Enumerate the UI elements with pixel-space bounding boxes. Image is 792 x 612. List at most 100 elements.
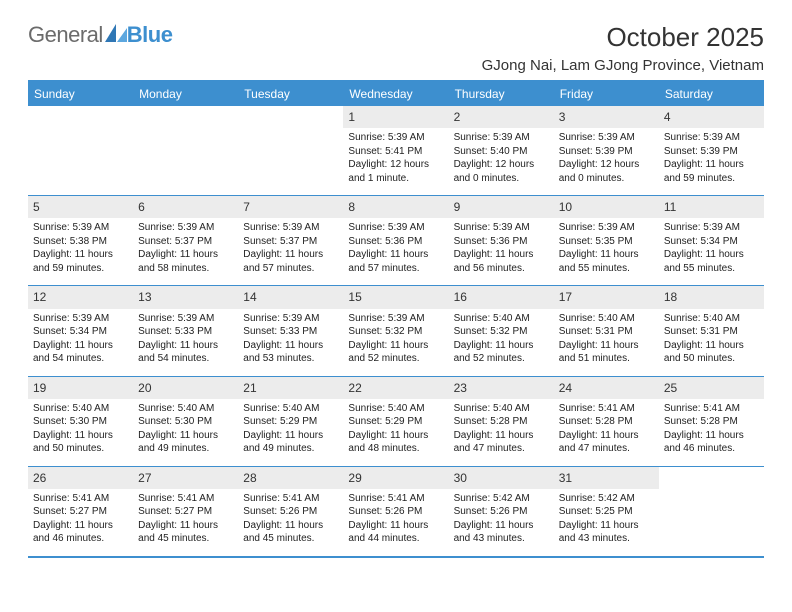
daylight-text: Daylight: 11 hours and 51 minutes.: [559, 339, 654, 366]
sunrise-text: Sunrise: 5:39 AM: [559, 131, 654, 145]
sunset-text: Sunset: 5:28 PM: [664, 415, 759, 429]
sunset-text: Sunset: 5:26 PM: [243, 505, 338, 519]
sunrise-text: Sunrise: 5:39 AM: [348, 221, 443, 235]
sunset-text: Sunset: 5:27 PM: [33, 505, 128, 519]
sunrise-text: Sunrise: 5:39 AM: [33, 312, 128, 326]
daylight-text: Daylight: 11 hours and 49 minutes.: [138, 429, 233, 456]
day-content: Sunrise: 5:40 AMSunset: 5:31 PMDaylight:…: [659, 309, 764, 376]
sunset-text: Sunset: 5:41 PM: [348, 145, 443, 159]
day-content: Sunrise: 5:41 AMSunset: 5:26 PMDaylight:…: [343, 489, 448, 556]
sunrise-text: Sunrise: 5:41 AM: [664, 402, 759, 416]
sunrise-text: Sunrise: 5:40 AM: [138, 402, 233, 416]
sunset-text: Sunset: 5:31 PM: [664, 325, 759, 339]
day-cell: 25Sunrise: 5:41 AMSunset: 5:28 PMDayligh…: [659, 377, 764, 466]
day-cell: 4Sunrise: 5:39 AMSunset: 5:39 PMDaylight…: [659, 106, 764, 195]
day-cell: [28, 106, 133, 195]
day-content: Sunrise: 5:39 AMSunset: 5:34 PMDaylight:…: [28, 309, 133, 376]
day-cell: 6Sunrise: 5:39 AMSunset: 5:37 PMDaylight…: [133, 196, 238, 285]
logo-sail-icon: [105, 22, 127, 48]
sunrise-text: Sunrise: 5:41 AM: [138, 492, 233, 506]
day-content: Sunrise: 5:41 AMSunset: 5:26 PMDaylight:…: [238, 489, 343, 556]
sunrise-text: Sunrise: 5:39 AM: [243, 221, 338, 235]
daylight-text: Daylight: 11 hours and 57 minutes.: [348, 248, 443, 275]
daylight-text: Daylight: 11 hours and 59 minutes.: [664, 158, 759, 185]
sunrise-text: Sunrise: 5:39 AM: [664, 131, 759, 145]
sunset-text: Sunset: 5:28 PM: [559, 415, 654, 429]
daylight-text: Daylight: 11 hours and 58 minutes.: [138, 248, 233, 275]
sunrise-text: Sunrise: 5:39 AM: [138, 312, 233, 326]
day-content: Sunrise: 5:39 AMSunset: 5:37 PMDaylight:…: [133, 218, 238, 285]
sunrise-text: Sunrise: 5:41 AM: [243, 492, 338, 506]
sunset-text: Sunset: 5:40 PM: [454, 145, 549, 159]
daylight-text: Daylight: 11 hours and 57 minutes.: [243, 248, 338, 275]
day-number: 14: [238, 286, 343, 308]
day-number: 6: [133, 196, 238, 218]
day-content: Sunrise: 5:40 AMSunset: 5:29 PMDaylight:…: [343, 399, 448, 466]
day-content: Sunrise: 5:40 AMSunset: 5:30 PMDaylight:…: [133, 399, 238, 466]
day-content: Sunrise: 5:40 AMSunset: 5:30 PMDaylight:…: [28, 399, 133, 466]
day-cell: 18Sunrise: 5:40 AMSunset: 5:31 PMDayligh…: [659, 286, 764, 375]
day-cell: [659, 467, 764, 556]
day-cell: 16Sunrise: 5:40 AMSunset: 5:32 PMDayligh…: [449, 286, 554, 375]
day-number: 22: [343, 377, 448, 399]
daylight-text: Daylight: 12 hours and 0 minutes.: [559, 158, 654, 185]
day-number: 31: [554, 467, 659, 489]
day-content: Sunrise: 5:40 AMSunset: 5:31 PMDaylight:…: [554, 309, 659, 376]
sunset-text: Sunset: 5:32 PM: [454, 325, 549, 339]
day-cell: 28Sunrise: 5:41 AMSunset: 5:26 PMDayligh…: [238, 467, 343, 556]
day-number: 10: [554, 196, 659, 218]
daylight-text: Daylight: 11 hours and 48 minutes.: [348, 429, 443, 456]
sunrise-text: Sunrise: 5:39 AM: [664, 221, 759, 235]
title-block: October 2025 GJong Nai, Lam GJong Provin…: [482, 22, 764, 74]
day-number: 2: [449, 106, 554, 128]
week-row: 26 Sunrise: 5:41 AM Sunset: 5:27 PM Dayligh…: [28, 466, 764, 556]
daylight-text: Daylight: 11 hours and 49 minutes.: [243, 429, 338, 456]
week-row: 1 Sunrise: 5:39 AM Sunset: 5:41 PM Daylight…: [28, 106, 764, 195]
sunset-text: Sunset: 5:34 PM: [664, 235, 759, 249]
sunset-text: Sunset: 5:37 PM: [138, 235, 233, 249]
month-title: October 2025: [482, 22, 764, 53]
brand-logo: General Blue: [28, 22, 172, 48]
daylight-text: Daylight: 11 hours and 52 minutes.: [348, 339, 443, 366]
sunrise-text: Sunrise: 5:40 AM: [454, 402, 549, 416]
day-cell: 29Sunrise: 5:41 AMSunset: 5:26 PMDayligh…: [343, 467, 448, 556]
day-number: 1: [343, 106, 448, 128]
day-content: Sunrise: 5:42 AMSunset: 5:26 PMDaylight:…: [449, 489, 554, 556]
sunset-text: Sunset: 5:25 PM: [559, 505, 654, 519]
day-content: Sunrise: 5:39 AMSunset: 5:36 PMDaylight:…: [449, 218, 554, 285]
sunset-text: Sunset: 5:30 PM: [138, 415, 233, 429]
sunrise-text: Sunrise: 5:42 AM: [559, 492, 654, 506]
day-content: Sunrise: 5:42 AMSunset: 5:25 PMDaylight:…: [554, 489, 659, 556]
sunrise-text: Sunrise: 5:40 AM: [243, 402, 338, 416]
sunset-text: Sunset: 5:29 PM: [243, 415, 338, 429]
daylight-text: Daylight: 11 hours and 53 minutes.: [243, 339, 338, 366]
dayheader-thu: Thursday: [449, 82, 554, 106]
day-content: Sunrise: 5:41 AMSunset: 5:28 PMDaylight:…: [659, 399, 764, 466]
sunrise-text: Sunrise: 5:40 AM: [454, 312, 549, 326]
day-cell: 20Sunrise: 5:40 AMSunset: 5:30 PMDayligh…: [133, 377, 238, 466]
day-cell: 22Sunrise: 5:40 AMSunset: 5:29 PMDayligh…: [343, 377, 448, 466]
daylight-text: Daylight: 11 hours and 47 minutes.: [454, 429, 549, 456]
daylight-text: Daylight: 11 hours and 54 minutes.: [138, 339, 233, 366]
sunrise-text: Sunrise: 5:39 AM: [559, 221, 654, 235]
day-number: 11: [659, 196, 764, 218]
day-content: Sunrise: 5:39 AMSunset: 5:39 PMDaylight:…: [554, 128, 659, 195]
sunset-text: Sunset: 5:35 PM: [559, 235, 654, 249]
sunrise-text: Sunrise: 5:40 AM: [33, 402, 128, 416]
daylight-text: Daylight: 11 hours and 44 minutes.: [348, 519, 443, 546]
sunset-text: Sunset: 5:29 PM: [348, 415, 443, 429]
day-cell: 10Sunrise: 5:39 AMSunset: 5:35 PMDayligh…: [554, 196, 659, 285]
day-cell: 26Sunrise: 5:41 AMSunset: 5:27 PMDayligh…: [28, 467, 133, 556]
day-number: 26: [28, 467, 133, 489]
sunrise-text: Sunrise: 5:40 AM: [559, 312, 654, 326]
week-row: 5Sunrise: 5:39 AMSunset: 5:38 PMDaylight…: [28, 195, 764, 285]
day-number: [659, 467, 764, 473]
daylight-text: Daylight: 11 hours and 43 minutes.: [559, 519, 654, 546]
day-content: Sunrise: 5:40 AMSunset: 5:32 PMDaylight:…: [449, 309, 554, 376]
day-number: 7: [238, 196, 343, 218]
day-content: Sunrise: 5:41 AMSunset: 5:28 PMDaylight:…: [554, 399, 659, 466]
day-cell: [133, 106, 238, 195]
daylight-text: Daylight: 11 hours and 43 minutes.: [454, 519, 549, 546]
day-number: 16: [449, 286, 554, 308]
day-header-row: Sunday Monday Tuesday Wednesday Thursday…: [28, 82, 764, 106]
